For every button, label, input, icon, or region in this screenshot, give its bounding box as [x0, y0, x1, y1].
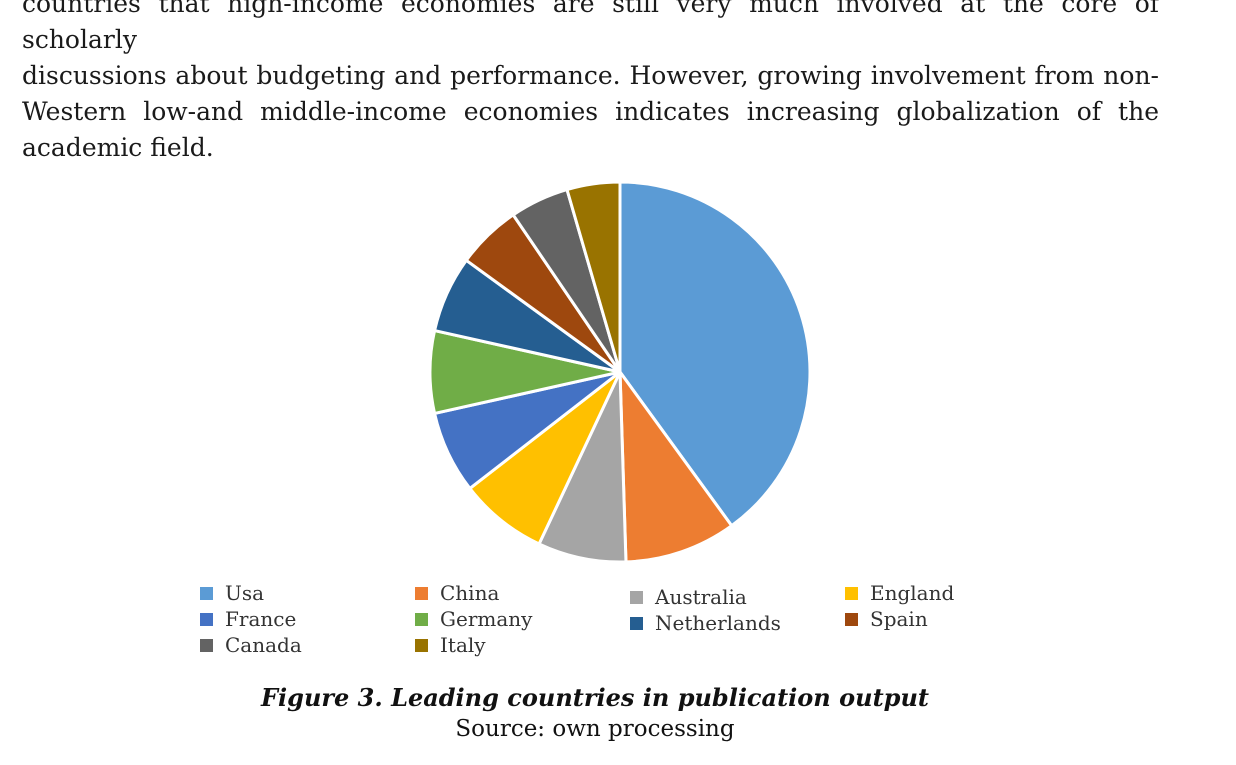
legend-label: Canada: [225, 633, 302, 657]
legend-swatch: [415, 586, 428, 600]
legend-label: Germany: [440, 607, 533, 631]
paragraph-line: academic field.: [22, 133, 214, 162]
legend-item-australia: Australia: [630, 585, 747, 609]
legend-label: Spain: [870, 607, 928, 631]
legend-swatch: [200, 638, 213, 652]
paragraph-line: discussions about budgeting and performa…: [22, 61, 1159, 90]
legend-item-canada: Canada: [200, 633, 302, 657]
paragraph-line: Western low-and middle-income economies …: [22, 97, 1159, 126]
legend-label: Australia: [655, 585, 747, 609]
figure-caption: Figure 3. Leading countries in publicati…: [261, 683, 929, 712]
body-paragraph: countries that high-income economies are…: [22, 0, 1159, 166]
legend-item-spain: Spain: [845, 607, 928, 631]
legend-swatch: [845, 586, 858, 600]
legend-label: Italy: [440, 633, 486, 657]
legend-label: France: [225, 607, 297, 631]
figure-source: Source: own processing: [455, 716, 735, 742]
legend-item-china: China: [415, 581, 499, 605]
pie-slice-italy: [565, 180, 622, 374]
legend-item-germany: Germany: [415, 607, 532, 631]
pie-chart: [428, 180, 812, 564]
legend-label: Usa: [225, 581, 265, 605]
legend-swatch: [630, 590, 643, 604]
legend-item-italy: Italy: [415, 633, 486, 657]
legend-item-netherlands: Netherlands: [630, 611, 781, 635]
legend-label: Netherlands: [655, 611, 781, 635]
legend-swatch: [845, 612, 858, 626]
legend-swatch: [630, 616, 643, 630]
legend-swatch: [415, 638, 428, 652]
legend-label: China: [440, 581, 500, 605]
paragraph-line: countries that high-income economies are…: [22, 0, 1159, 54]
legend-swatch: [415, 612, 428, 626]
pie-slice-usa: [618, 180, 812, 528]
legend-item-france: France: [200, 607, 296, 631]
legend-label: England: [870, 581, 955, 605]
legend-swatch: [200, 586, 213, 600]
legend-item-england: England: [845, 581, 954, 605]
legend-item-usa: Usa: [200, 581, 264, 605]
legend-swatch: [200, 612, 213, 626]
pie-slice-china: [618, 370, 734, 564]
